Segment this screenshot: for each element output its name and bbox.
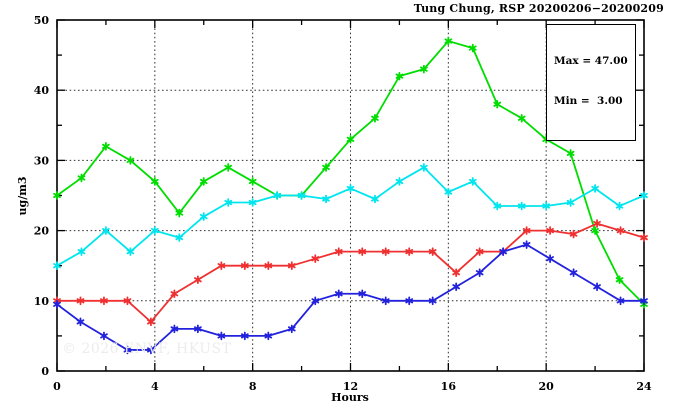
y-tick-label: 0 [41, 365, 49, 378]
y-axis-title: ug/m3 [16, 177, 29, 216]
axis-tick-labels: 0 10 20 30 40 50 0 4 8 12 16 20 24 [34, 14, 652, 393]
stats-legend-box: Max = 47.00 Min = 3.00 [546, 24, 636, 141]
x-tick-label: 0 [53, 380, 61, 393]
stat-min: Min = 3.00 [554, 95, 623, 108]
y-tick-label: 10 [34, 295, 50, 308]
chart-title: Tung Chung, RSP 20200206−20200209 [413, 2, 664, 15]
y-tick-label: 50 [34, 14, 50, 27]
y-tick-label: 30 [34, 154, 50, 167]
data-series-layer [53, 36, 648, 355]
x-axis-title: Hours [331, 391, 369, 404]
x-tick-label: 4 [151, 380, 159, 393]
series-blue [53, 240, 648, 355]
stat-max: Max = 47.00 [554, 54, 628, 67]
x-tick-label: 12 [343, 380, 358, 393]
x-tick-label: 16 [441, 380, 457, 393]
x-tick-label: 8 [249, 380, 257, 393]
y-tick-label: 40 [34, 84, 50, 97]
x-tick-label: 20 [539, 380, 555, 393]
x-tick-label: 24 [636, 380, 652, 393]
y-tick-label: 20 [34, 225, 50, 238]
series-red [53, 219, 648, 327]
series-cyan [53, 163, 648, 271]
